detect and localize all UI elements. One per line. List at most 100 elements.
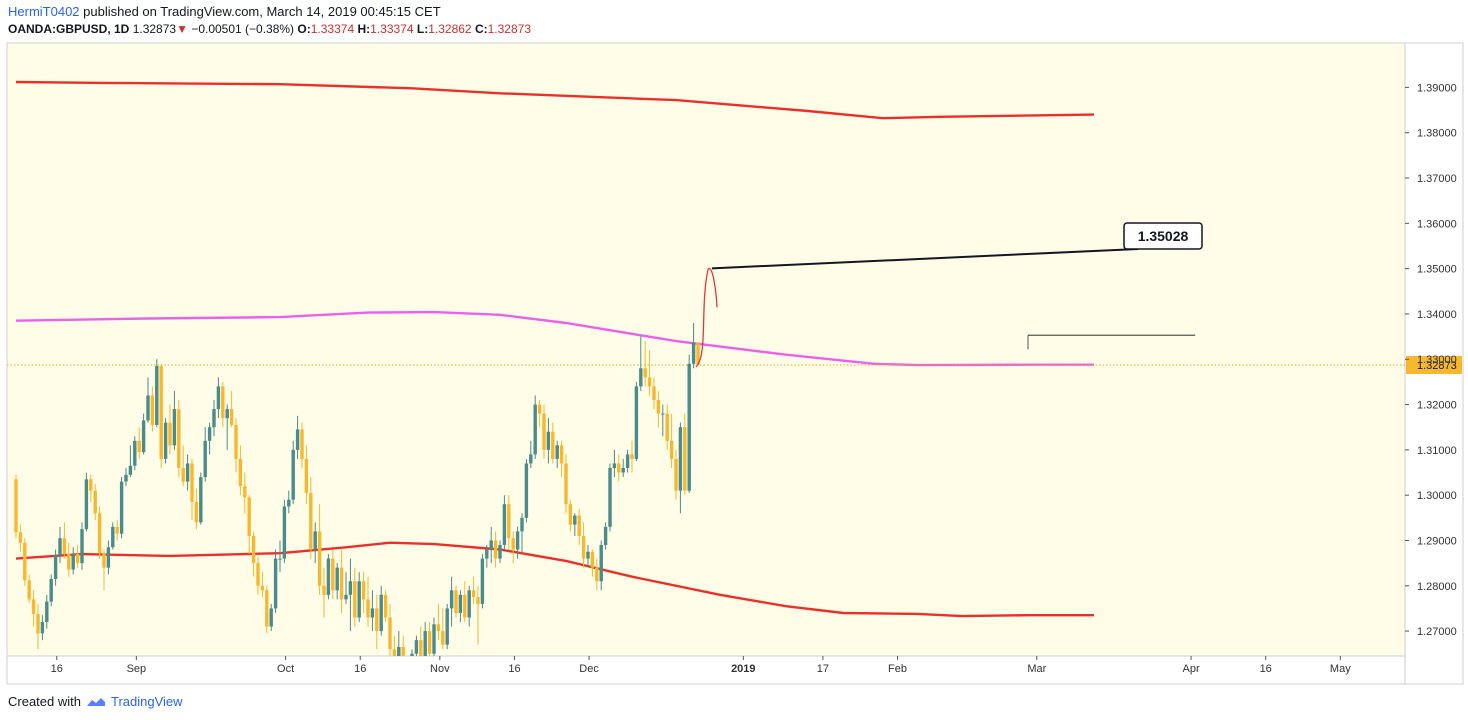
- candle-body[interactable]: [155, 366, 159, 425]
- candle-body[interactable]: [634, 386, 639, 459]
- candle-body[interactable]: [445, 608, 449, 645]
- candle-body[interactable]: [84, 479, 89, 530]
- candle-body[interactable]: [137, 440, 141, 453]
- candle-body[interactable]: [18, 532, 23, 543]
- candle-body[interactable]: [599, 544, 603, 582]
- candle-body[interactable]: [75, 554, 80, 564]
- candle-body[interactable]: [247, 497, 251, 536]
- candle-body[interactable]: [511, 538, 515, 550]
- candle-body[interactable]: [229, 409, 234, 425]
- candle-body[interactable]: [603, 526, 608, 545]
- author-link[interactable]: HermiT0402: [8, 4, 80, 19]
- candle-body[interactable]: [124, 474, 128, 482]
- candle-body[interactable]: [80, 529, 84, 564]
- candle-body[interactable]: [410, 653, 414, 690]
- candle-body[interactable]: [612, 463, 617, 468]
- candle-body[interactable]: [251, 535, 256, 564]
- candle-body[interactable]: [93, 490, 97, 514]
- candle-body[interactable]: [533, 404, 537, 455]
- candle-body[interactable]: [194, 501, 199, 523]
- candle-body[interactable]: [625, 454, 630, 468]
- candle-body[interactable]: [190, 463, 194, 502]
- candle-body[interactable]: [515, 531, 520, 550]
- candle-body[interactable]: [106, 547, 111, 568]
- candle-body[interactable]: [273, 558, 278, 609]
- candle-body[interactable]: [256, 563, 260, 586]
- candle-body[interactable]: [97, 513, 102, 554]
- candle-body[interactable]: [564, 463, 568, 505]
- candle-body[interactable]: [397, 646, 401, 658]
- candle-body[interactable]: [269, 608, 273, 627]
- candle-body[interactable]: [238, 458, 243, 487]
- candle-body[interactable]: [608, 467, 612, 527]
- candle-body[interactable]: [375, 608, 379, 632]
- candle-body[interactable]: [172, 409, 177, 446]
- candle-body[interactable]: [542, 413, 546, 450]
- candle-body[interactable]: [683, 427, 687, 491]
- candle-body[interactable]: [414, 640, 419, 654]
- candle-body[interactable]: [370, 608, 375, 618]
- candle-body[interactable]: [507, 504, 511, 539]
- candle-body[interactable]: [401, 646, 405, 686]
- candle-body[interactable]: [678, 427, 683, 491]
- candle-body[interactable]: [221, 386, 225, 419]
- candle-body[interactable]: [62, 538, 67, 555]
- candle-body[interactable]: [119, 481, 124, 534]
- candle-body[interactable]: [687, 363, 691, 491]
- candle-body[interactable]: [357, 581, 361, 618]
- candle-body[interactable]: [366, 599, 370, 618]
- candle-body[interactable]: [529, 454, 533, 464]
- candle-body[interactable]: [436, 624, 441, 632]
- candle-body[interactable]: [304, 458, 309, 493]
- candle-body[interactable]: [691, 342, 696, 364]
- candle-body[interactable]: [485, 549, 489, 559]
- candle-body[interactable]: [150, 395, 155, 425]
- candle-body[interactable]: [300, 429, 304, 459]
- candle-body[interactable]: [498, 544, 502, 559]
- candle-body[interactable]: [555, 445, 559, 459]
- candle-body[interactable]: [317, 531, 322, 586]
- candle-body[interactable]: [177, 409, 181, 468]
- candle-body[interactable]: [441, 631, 445, 645]
- candle-body[interactable]: [185, 463, 190, 482]
- candle-body[interactable]: [388, 617, 392, 650]
- candle-body[interactable]: [344, 594, 348, 600]
- candle-body[interactable]: [168, 422, 172, 446]
- candle-body[interactable]: [595, 567, 599, 582]
- candle-body[interactable]: [471, 590, 476, 598]
- candle-body[interactable]: [617, 463, 621, 473]
- candle-body[interactable]: [225, 409, 229, 419]
- candle-body[interactable]: [577, 515, 581, 536]
- candle-body[interactable]: [493, 540, 498, 559]
- candle-body[interactable]: [322, 585, 326, 595]
- candle-body[interactable]: [383, 594, 388, 618]
- candle-body[interactable]: [669, 440, 674, 459]
- candle-body[interactable]: [14, 479, 18, 533]
- candle-body[interactable]: [295, 429, 300, 450]
- candle-body[interactable]: [128, 465, 133, 475]
- candle-body[interactable]: [621, 467, 625, 473]
- candle-body[interactable]: [696, 342, 700, 365]
- candle-body[interactable]: [419, 640, 423, 658]
- candle-body[interactable]: [427, 631, 432, 654]
- candle-body[interactable]: [146, 395, 150, 421]
- candle-body[interactable]: [260, 585, 265, 591]
- candle-body[interactable]: [537, 404, 542, 414]
- candle-body[interactable]: [379, 594, 383, 632]
- candle-body[interactable]: [573, 515, 577, 525]
- candle-body[interactable]: [326, 558, 331, 595]
- candle-body[interactable]: [216, 386, 221, 410]
- candle-body[interactable]: [67, 554, 71, 570]
- candle-body[interactable]: [489, 540, 493, 550]
- candle-body[interactable]: [423, 631, 427, 658]
- candle-body[interactable]: [480, 558, 485, 604]
- candle-body[interactable]: [159, 366, 163, 459]
- candle-body[interactable]: [199, 477, 203, 523]
- candle-body[interactable]: [476, 597, 480, 604]
- candle-body[interactable]: [49, 578, 53, 602]
- candle-body[interactable]: [31, 599, 36, 614]
- candle-body[interactable]: [53, 554, 58, 579]
- candle-body[interactable]: [348, 581, 353, 595]
- candle-body[interactable]: [551, 431, 555, 459]
- candle-body[interactable]: [661, 413, 665, 415]
